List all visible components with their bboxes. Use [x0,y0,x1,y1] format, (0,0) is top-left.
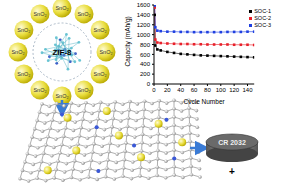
svg-text:+: + [229,166,235,177]
svg-text:SnO₂: SnO₂ [17,71,30,77]
svg-text:SnO₂: SnO₂ [55,5,68,11]
svg-text:600: 600 [140,52,151,58]
svg-text:1000: 1000 [137,32,151,38]
svg-text:120: 120 [229,87,240,93]
svg-text:0: 0 [147,81,151,87]
svg-text:20: 20 [164,87,171,93]
svg-text:SnO₂: SnO₂ [94,27,107,33]
svg-text:SnO₂: SnO₂ [99,49,112,55]
svg-text:SnO₂: SnO₂ [17,27,30,33]
svg-text:CR 2032: CR 2032 [218,139,246,146]
svg-text:ZIF-8: ZIF-8 [52,48,72,57]
html-text:SOC-1: SOC-1 [254,8,271,14]
svg-text:100: 100 [216,87,227,93]
svg-text:800: 800 [140,42,151,48]
svg-text:Capacity (mAh/g): Capacity (mAh/g) [124,16,132,66]
svg-text:SnO₂: SnO₂ [33,87,46,93]
svg-text:80: 80 [204,87,211,93]
svg-text:40: 40 [177,87,184,93]
html-text:SOC-3: SOC-3 [254,22,271,28]
svg-text:0: 0 [152,87,156,93]
svg-text:140: 140 [243,87,254,93]
svg-text:400: 400 [140,61,151,67]
svg-text:1600: 1600 [137,2,151,8]
svg-text:SnO₂: SnO₂ [77,11,90,17]
svg-text:200: 200 [140,71,151,77]
svg-text:SnO₂: SnO₂ [77,87,90,93]
html-text:SOC-2: SOC-2 [254,15,271,21]
svg-text:60: 60 [191,87,198,93]
svg-text:SnO₂: SnO₂ [33,11,46,17]
svg-text:SnO₂: SnO₂ [55,93,68,99]
svg-text:Cycle Number: Cycle Number [184,98,226,104]
svg-text:SnO₂: SnO₂ [11,49,24,55]
svg-text:1200: 1200 [137,22,151,28]
svg-text:SnO₂: SnO₂ [94,71,107,77]
svg-text:1400: 1400 [137,12,151,18]
